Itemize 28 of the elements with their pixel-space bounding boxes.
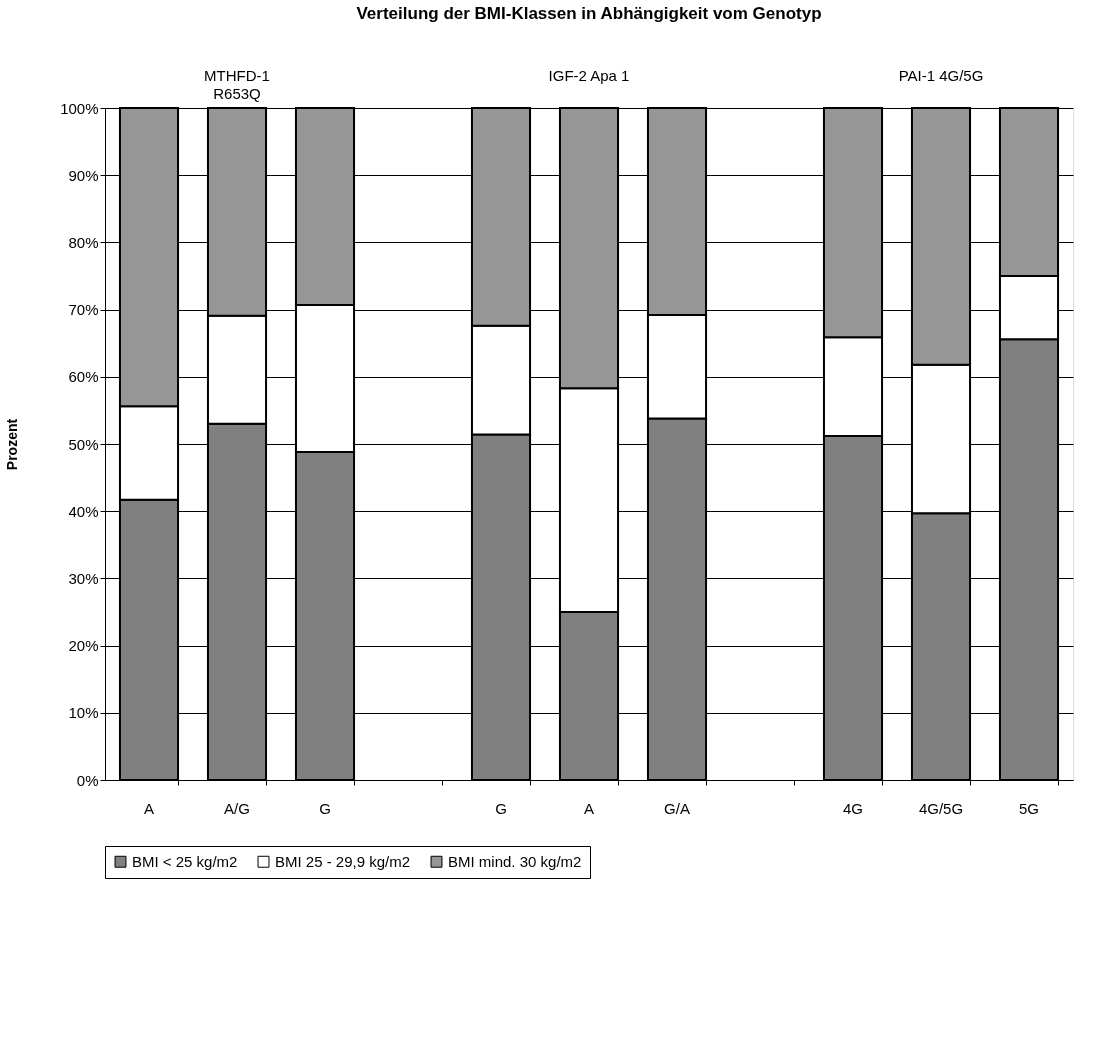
x-tick-label: G bbox=[495, 799, 507, 817]
x-tick-label: 4G bbox=[842, 799, 864, 817]
text: IGF-2 Apa 1 bbox=[548, 67, 630, 84]
y-tick-label: 30% bbox=[68, 569, 99, 587]
y-tick-label: 100% bbox=[60, 99, 99, 117]
x-tick-label: A/G bbox=[224, 799, 250, 817]
text: PAI-1 4G/5G bbox=[898, 67, 984, 84]
y-tick-label: 90% bbox=[68, 166, 99, 184]
y-tick-label: 70% bbox=[68, 301, 99, 319]
y-tick-label: 50% bbox=[68, 435, 99, 453]
legend-label: BMI 25 - 29,9 kg/m2 bbox=[275, 852, 411, 870]
y-axis-title: Prozent bbox=[4, 418, 21, 471]
x-tick-label: A bbox=[583, 799, 595, 817]
y-tick-label: 0% bbox=[76, 771, 99, 789]
y-tick-label: 80% bbox=[68, 233, 99, 251]
x-tick-label: A bbox=[143, 799, 155, 817]
y-tick-label: 20% bbox=[68, 637, 99, 655]
y-tick-label: 10% bbox=[68, 704, 99, 722]
x-tick-label: 4G/5G bbox=[918, 799, 964, 817]
legend-label: BMI mind. 30 kg/m2 bbox=[448, 852, 582, 870]
text: MTHFD-1 R653Q bbox=[204, 67, 270, 102]
legend-label: BMI < 25 kg/m2 bbox=[132, 852, 238, 870]
x-tick-label: 5G bbox=[1018, 799, 1040, 817]
y-tick-label: 60% bbox=[68, 368, 99, 386]
y-tick-label: 40% bbox=[68, 502, 99, 520]
chart-title: Verteilung der BMI-Klassen in Abhängigkeit vom Genotyp bbox=[356, 4, 822, 23]
x-tick-label: G bbox=[319, 799, 331, 817]
x-tick-label: G/A bbox=[664, 799, 690, 817]
